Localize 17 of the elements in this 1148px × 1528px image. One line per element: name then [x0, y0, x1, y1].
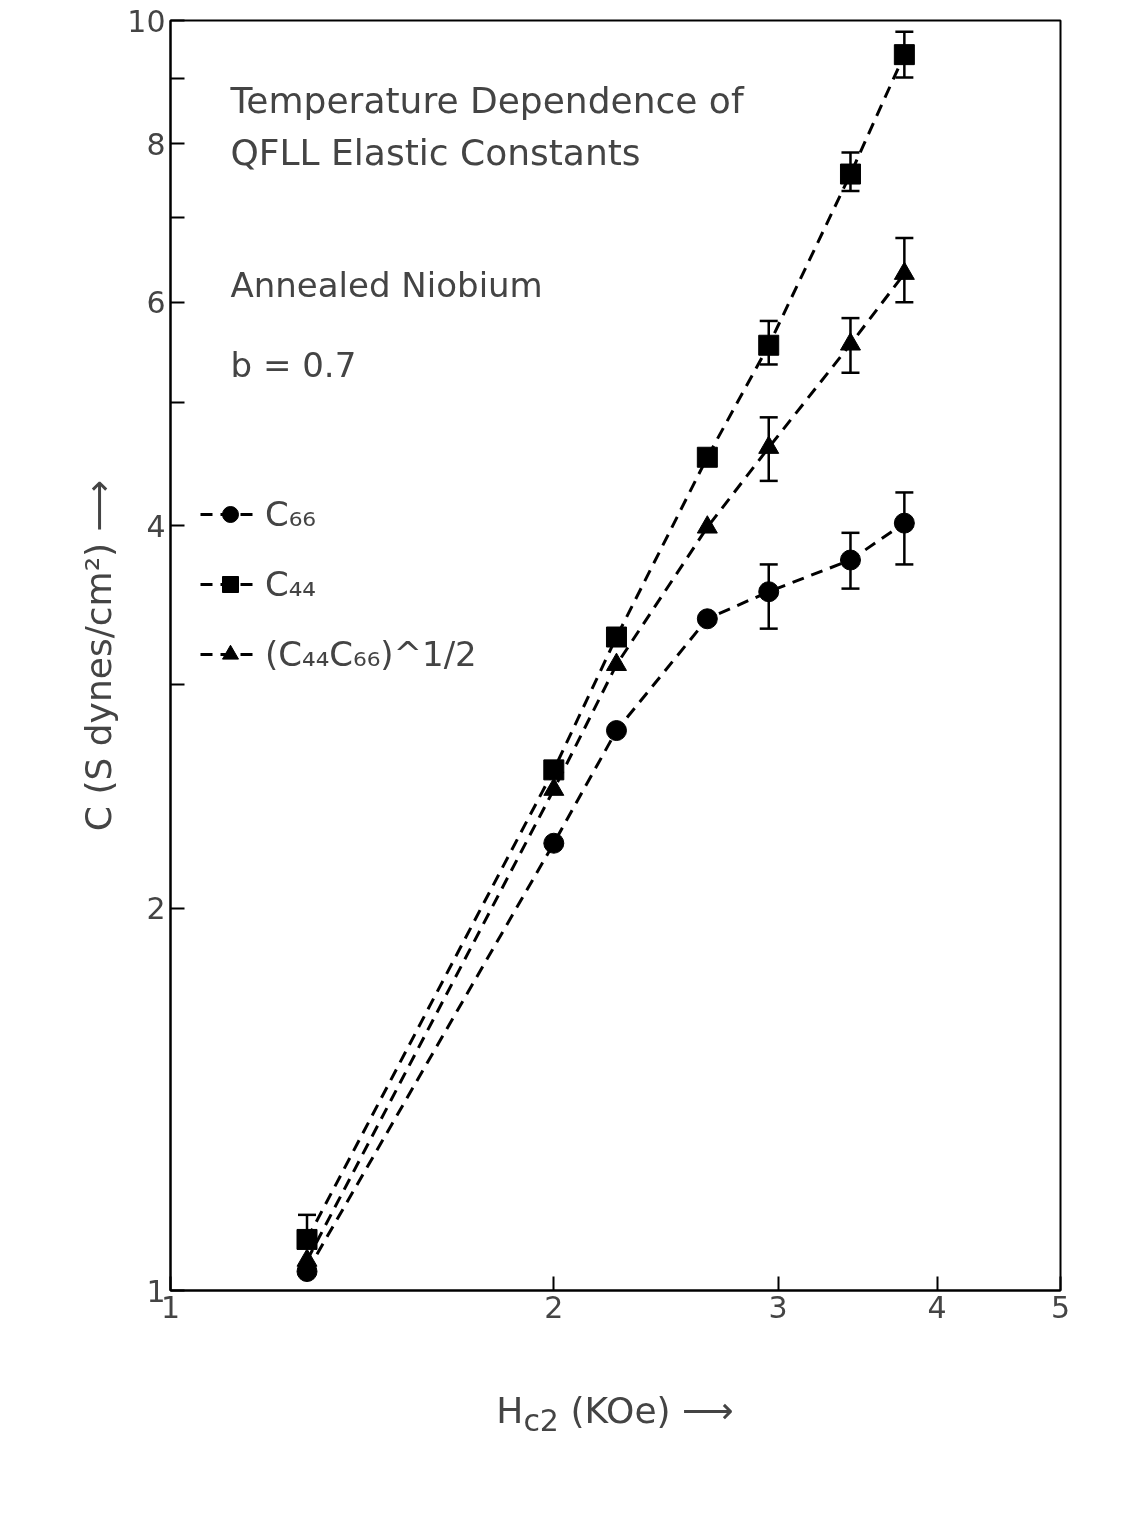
- x-tick-label: 3: [768, 1289, 788, 1325]
- legend-label: (C₄₄C₆₆)^1/2: [265, 634, 477, 674]
- y-tick-label: 2: [146, 891, 166, 927]
- legend-label: C₆₆: [265, 494, 316, 534]
- x-tick-label: 4: [927, 1289, 947, 1325]
- y-tick-label: 6: [146, 285, 166, 321]
- y-tick-label: 8: [146, 126, 166, 162]
- y-tick-label: 10: [127, 3, 166, 39]
- y-tick-label: 4: [146, 508, 166, 544]
- annotation: Annealed Niobium: [230, 264, 543, 305]
- x-tick-label: 2: [544, 1289, 564, 1325]
- x-axis-title: H$_{c2}$ (KOe) ⟶: [496, 1389, 734, 1441]
- y-axis-title: C (S dynes/cm²) ⟶: [78, 479, 120, 832]
- x-tick-label: 5: [1050, 1289, 1071, 1325]
- legend-label: C₄₄: [265, 564, 316, 604]
- annotation: b = 0.7: [230, 344, 357, 385]
- text: Temperature Dependence of QFLL Elastic Constants: [229, 79, 745, 173]
